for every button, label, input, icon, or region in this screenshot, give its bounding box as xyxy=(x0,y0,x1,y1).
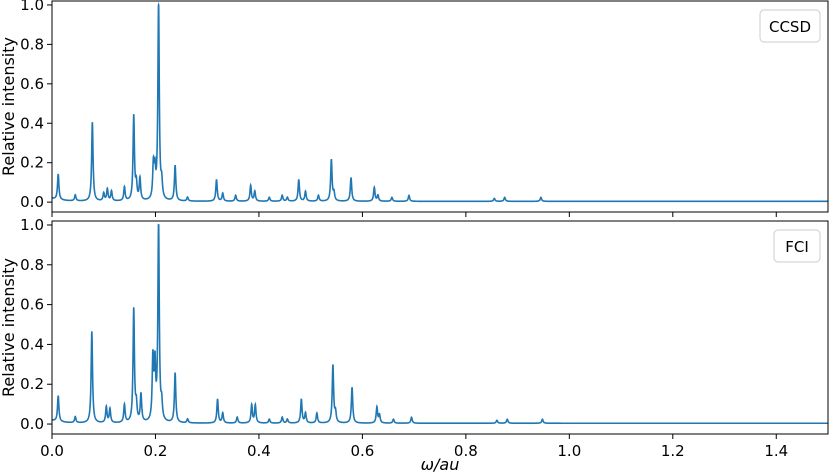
x-tick-label: 0.2 xyxy=(144,442,168,460)
axes-frame xyxy=(51,0,829,213)
y-axis-label: Relative intensity xyxy=(0,258,18,397)
y-tick-label: 1.0 xyxy=(20,0,44,14)
y-axis-label: Relative intensity xyxy=(0,37,18,176)
x-tick-label: 1.4 xyxy=(764,442,788,460)
x-tick-label: 0.0 xyxy=(40,442,64,460)
panel-ccsd: 0.0 0.2 0.4 0.6 0.8 1.0 Relative intensity CCSD xyxy=(0,0,829,217)
legend: FCI xyxy=(773,229,821,263)
y-tick-label: 0.8 xyxy=(20,256,44,274)
y-tick-label: 0.2 xyxy=(20,154,44,172)
x-tick-label: 1.0 xyxy=(557,442,581,460)
x-tick-label: 0.8 xyxy=(454,442,478,460)
y-tick-label: 0.2 xyxy=(20,375,44,393)
y-tick-label: 0.4 xyxy=(20,335,44,353)
legend-label: FCI xyxy=(785,238,809,256)
y-tick-label: 0.6 xyxy=(20,296,44,314)
legend-box xyxy=(773,229,821,263)
x-axis-label: ω/au xyxy=(421,455,460,473)
y-tick-label: 0.8 xyxy=(20,35,44,53)
y-tick-label: 0.0 xyxy=(20,415,44,433)
legend: CCSD xyxy=(759,9,821,43)
legend-box xyxy=(759,9,821,43)
x-tick-label: 1.2 xyxy=(661,442,685,460)
y-tick-label: 0.0 xyxy=(20,193,44,211)
series-line xyxy=(52,224,828,425)
series-line xyxy=(52,2,828,203)
y-tick-label: 0.4 xyxy=(20,114,44,132)
y-tick-label: 1.0 xyxy=(20,216,44,234)
panel-fci: 0.0 0.2 0.4 0.6 0.8 1.0 0.0 0.2 0.4 0.6 0.8 1.0 1.2 1… xyxy=(0,216,829,460)
y-tick-label: 0.6 xyxy=(20,75,44,93)
x-tick-label: 0.4 xyxy=(247,442,271,460)
legend-label: CCSD xyxy=(769,18,811,36)
axes-frame xyxy=(51,220,829,435)
x-tick-label: 0.6 xyxy=(350,442,374,460)
